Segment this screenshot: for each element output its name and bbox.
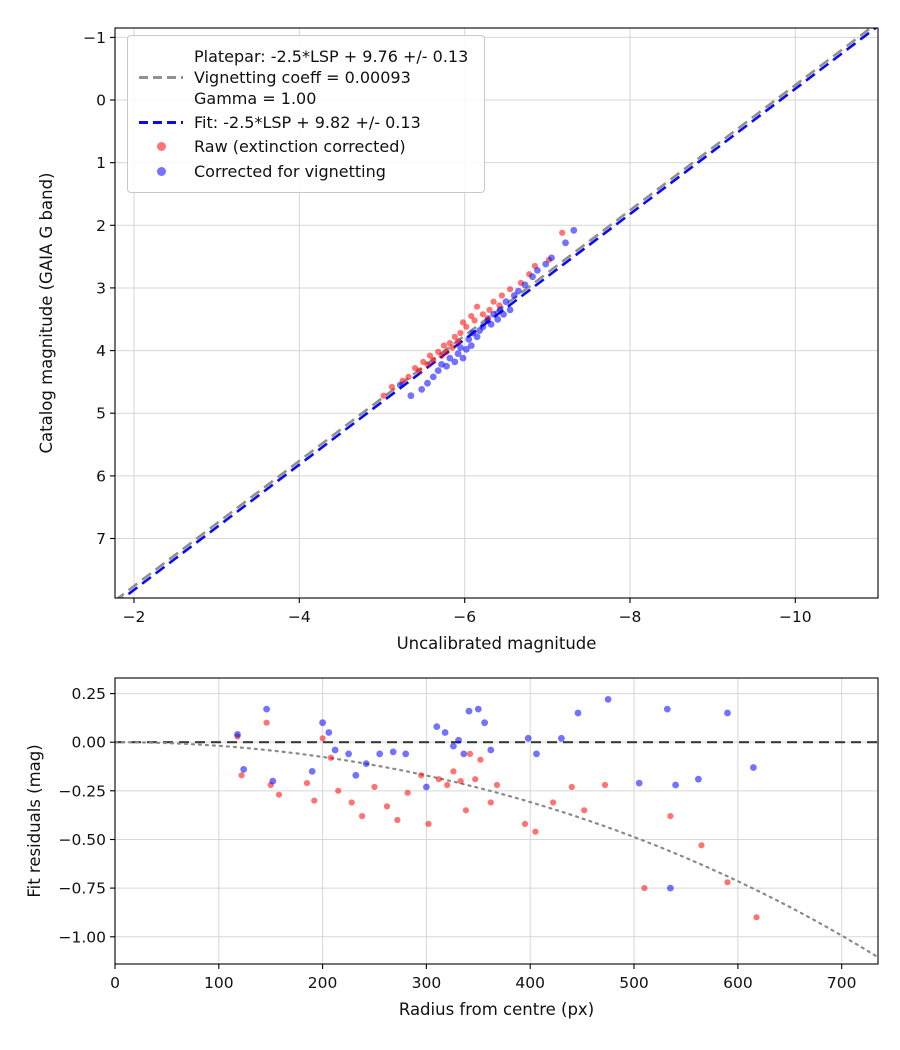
- fit-residuals-chart-canvas: 0 100 200 300 400 500 600 700 0.25 0.00 −0.25 −0.50…: [25, 677, 879, 1019]
- svg-text:0.25: 0.25: [71, 685, 106, 703]
- series-corrected-points: [396, 226, 578, 400]
- y-tick-labels: −1 0 1 2 3 4 5 6 7: [83, 29, 115, 548]
- svg-text:300: 300: [412, 974, 442, 992]
- svg-text:−1.00: −1.00: [59, 928, 107, 946]
- platepar-equation-label: Platepar: -2.5*LSP + 9.76 +/- 0.13: [194, 47, 469, 66]
- svg-text:600: 600: [723, 974, 753, 992]
- x-axis-label: Radius from centre (px): [399, 1000, 594, 1019]
- x-axis-label: Uncalibrated magnitude: [397, 634, 597, 653]
- svg-text:1: 1: [96, 154, 106, 172]
- y-tick-labels: 0.25 0.00 −0.25 −0.50 −0.75 −1.00: [59, 685, 115, 946]
- legend-item-platepar: Platepar: -2.5*LSP + 9.76 +/- 0.13 Vigne…: [138, 46, 468, 109]
- y-axis-label: Catalog magnitude (GAIA G band): [37, 173, 56, 454]
- legend-item-fit: Fit: -2.5*LSP + 9.82 +/- 0.13: [138, 112, 468, 133]
- svg-text:−0.75: −0.75: [59, 880, 107, 898]
- svg-text:700: 700: [827, 974, 857, 992]
- svg-text:0: 0: [110, 974, 120, 992]
- legend-item-raw: Raw (extinction corrected): [138, 136, 468, 157]
- y-axis-label: Fit residuals (mag): [25, 744, 44, 897]
- svg-text:500: 500: [619, 974, 649, 992]
- grid-lines: [114, 678, 878, 964]
- svg-text:0.00: 0.00: [71, 734, 106, 752]
- raw-marker-dot: [138, 142, 184, 152]
- svg-text:3: 3: [96, 279, 106, 297]
- svg-text:0: 0: [96, 92, 106, 110]
- magnitude-fit-plot: −2 −4 −6 −8 −10 −1 0 1 2 3 4 5 6 7 Uncalibrated magnit…: [37, 27, 879, 653]
- vignetting-model-curve: [115, 741, 878, 959]
- svg-text:−1: −1: [83, 29, 106, 47]
- svg-text:5: 5: [96, 405, 106, 423]
- svg-text:−0.50: −0.50: [59, 831, 107, 849]
- platepar-legend-text: Platepar: -2.5*LSP + 9.76 +/- 0.13 Vigne…: [194, 46, 468, 109]
- svg-text:6: 6: [96, 467, 106, 485]
- svg-text:200: 200: [308, 974, 338, 992]
- plot-border: [114, 677, 879, 965]
- raw-series-label: Raw (extinction corrected): [194, 137, 406, 157]
- x-tick-labels: 0 100 200 300 400 500 600 700: [110, 964, 856, 992]
- platepar-line: [116, 28, 873, 598]
- svg-text:−6: −6: [453, 608, 476, 626]
- corrected-series-label: Corrected for vignetting: [194, 161, 386, 181]
- corrected-marker-dot: [138, 166, 184, 176]
- plot-border: [114, 27, 879, 599]
- svg-text:100: 100: [204, 974, 234, 992]
- platepar-dash-swatch: [138, 76, 184, 80]
- svg-text:−10: −10: [779, 608, 812, 626]
- fit-dash-swatch: [138, 121, 184, 125]
- vignetting-coeff-label: Vignetting coeff = 0.00093: [194, 68, 411, 88]
- svg-text:400: 400: [515, 974, 545, 992]
- series-corrected-points: [234, 696, 757, 892]
- legend-box: Platepar: -2.5*LSP + 9.76 +/- 0.13 Vigne…: [127, 35, 486, 193]
- fit-equation-label: Fit: -2.5*LSP + 9.82 +/- 0.13: [194, 113, 421, 133]
- svg-text:−8: −8: [619, 608, 642, 626]
- svg-text:−2: −2: [123, 608, 146, 626]
- svg-text:−4: −4: [288, 608, 311, 626]
- svg-text:4: 4: [96, 342, 106, 360]
- svg-text:7: 7: [96, 530, 106, 548]
- legend-item-corrected: Corrected for vignetting: [138, 161, 468, 182]
- svg-text:−0.25: −0.25: [59, 782, 107, 800]
- series-raw-points: [380, 229, 566, 399]
- x-tick-labels: −2 −4 −6 −8 −10: [123, 598, 812, 626]
- gamma-label: Gamma = 1.00: [194, 89, 317, 109]
- svg-text:2: 2: [96, 217, 106, 235]
- series-raw-points: [234, 719, 760, 921]
- fit-residuals-plot: 0 100 200 300 400 500 600 700 0.25 0.00 −0.25 −0.50…: [0, 660, 900, 1050]
